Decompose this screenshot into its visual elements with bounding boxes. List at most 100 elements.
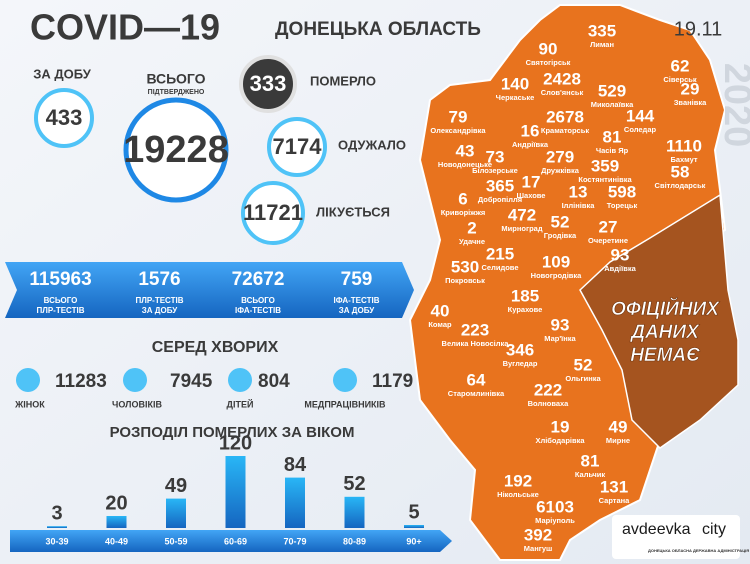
place-name: Добропілля: [478, 195, 522, 204]
place-name: Білозерське: [472, 166, 518, 175]
logo: avdeevka city ДОНЕЦЬКА ОБЛАСНА ДЕРЖАВНА …: [612, 515, 749, 559]
circle: [241, 181, 305, 245]
place-value: 93: [611, 245, 630, 264]
age-category: 90+: [406, 536, 421, 546]
place-value: 2428: [543, 69, 581, 88]
place-name: Криворіжжя: [441, 208, 486, 217]
place-value: 2678: [546, 107, 584, 126]
recovered-value: 7174: [273, 134, 323, 159]
place-name: Святогірськ: [526, 58, 571, 67]
age-category: 80-89: [343, 536, 366, 546]
place-value: 346: [506, 340, 534, 359]
place-value: 279: [546, 147, 574, 166]
place-value: 185: [511, 286, 539, 305]
place-value: 43: [456, 141, 475, 160]
died-label: ПОМЕРЛО: [310, 73, 376, 88]
test-label: ЗА ДОБУ: [142, 306, 178, 315]
person-icon: [123, 368, 147, 392]
age-category: 70-79: [283, 536, 306, 546]
place-name: Андріївка: [512, 140, 549, 149]
stats: ЗА ДОБУ 433 ВСЬОГО ПІДТВЕРДЖЕНО 19228 33…: [33, 55, 406, 245]
age-category: 60-69: [224, 536, 247, 546]
bar: [404, 525, 424, 528]
place-name: Світлодарськ: [655, 181, 706, 190]
test-label: ЗА ДОБУ: [339, 306, 375, 315]
daily-value: 433: [46, 105, 83, 130]
daily-label: ЗА ДОБУ: [33, 66, 92, 81]
person-icon: [16, 368, 40, 392]
place-value: 52: [551, 212, 570, 231]
sick-title: СЕРЕД ХВОРИХ: [152, 339, 279, 356]
circle: [34, 88, 94, 148]
treated-value: 11721: [243, 200, 303, 225]
test-label: ВСЬОГО: [44, 296, 78, 305]
place-value: 222: [534, 380, 562, 399]
place-name: Вугледар: [503, 359, 538, 368]
place-value: 530: [451, 257, 479, 276]
test-value: 115963: [29, 269, 91, 290]
place-name: Сартана: [599, 496, 631, 505]
place-name: Новодонецьке: [438, 160, 492, 169]
sick-label: ЖІНОК: [14, 399, 45, 409]
bar: [47, 526, 67, 528]
bar-label: 20: [105, 492, 127, 514]
occupied-area: [579, 193, 739, 449]
place-name: Костянтинівка: [578, 175, 632, 184]
place-name: Новогродівка: [531, 271, 582, 280]
place-name: Мирноград: [501, 224, 542, 233]
place-name: Шахове: [517, 191, 546, 200]
place-name: Бахмут: [670, 155, 697, 164]
place-value: 40: [431, 301, 450, 320]
place-name: Маріуполь: [535, 516, 575, 525]
place-value: 90: [539, 39, 558, 58]
bar-label: 120: [219, 432, 252, 454]
place-value: 598: [608, 182, 636, 201]
recovered-label: ОДУЖАЛО: [338, 137, 406, 152]
place-value: 93: [551, 315, 570, 334]
place-name: Сіверськ: [663, 75, 697, 84]
bar: [344, 496, 365, 528]
place-name: Старомлинівка: [448, 389, 505, 398]
place-value: 215: [486, 244, 514, 263]
bar-label: 84: [284, 454, 307, 476]
place-value: 81: [581, 451, 600, 470]
place-name: Селидове: [482, 263, 519, 272]
place-name: Волноваха: [528, 399, 570, 408]
bar-label: 49: [165, 475, 187, 497]
place-value: 144: [626, 106, 655, 125]
place-name: Миколаївка: [591, 100, 634, 109]
place-value: 62: [671, 56, 690, 75]
place-name: Слов'янськ: [541, 88, 584, 97]
place-name: Велика Новосілка: [442, 339, 510, 348]
place-value: 6103: [536, 497, 574, 516]
sick-value: 804: [258, 371, 290, 392]
place-value: 27: [599, 217, 618, 236]
place-value: 223: [461, 320, 489, 339]
age-strip: [10, 530, 452, 552]
sick-value: 7945: [170, 371, 213, 392]
sick-value: 11283: [55, 371, 107, 392]
no-data: НЕМАЄ: [630, 345, 700, 366]
place-name: Авдіївка: [604, 264, 636, 273]
age-category: 50-59: [164, 536, 187, 546]
place-name: Удачне: [459, 237, 485, 246]
year: 2020: [716, 63, 750, 148]
test-label: ПЛР-ТЕСТІВ: [36, 306, 84, 315]
logo-suffix: city: [702, 521, 726, 538]
person-icon: [333, 368, 357, 392]
place-name: Олександрівка: [430, 126, 486, 135]
place-value: 359: [591, 156, 619, 175]
place-name: Комар: [428, 320, 452, 329]
place-value: 19: [551, 417, 570, 436]
place-value: 192: [504, 471, 532, 490]
place-value: 13: [569, 182, 588, 201]
place-value: 6: [458, 189, 467, 208]
place-value: 392: [524, 525, 552, 544]
test-value: 759: [341, 269, 373, 290]
sick-label: ДІТЕЙ: [227, 398, 254, 409]
circle: [239, 55, 297, 113]
died-value: 333: [250, 71, 287, 96]
place-value: 335: [588, 21, 616, 40]
age-category: 40-49: [105, 536, 128, 546]
